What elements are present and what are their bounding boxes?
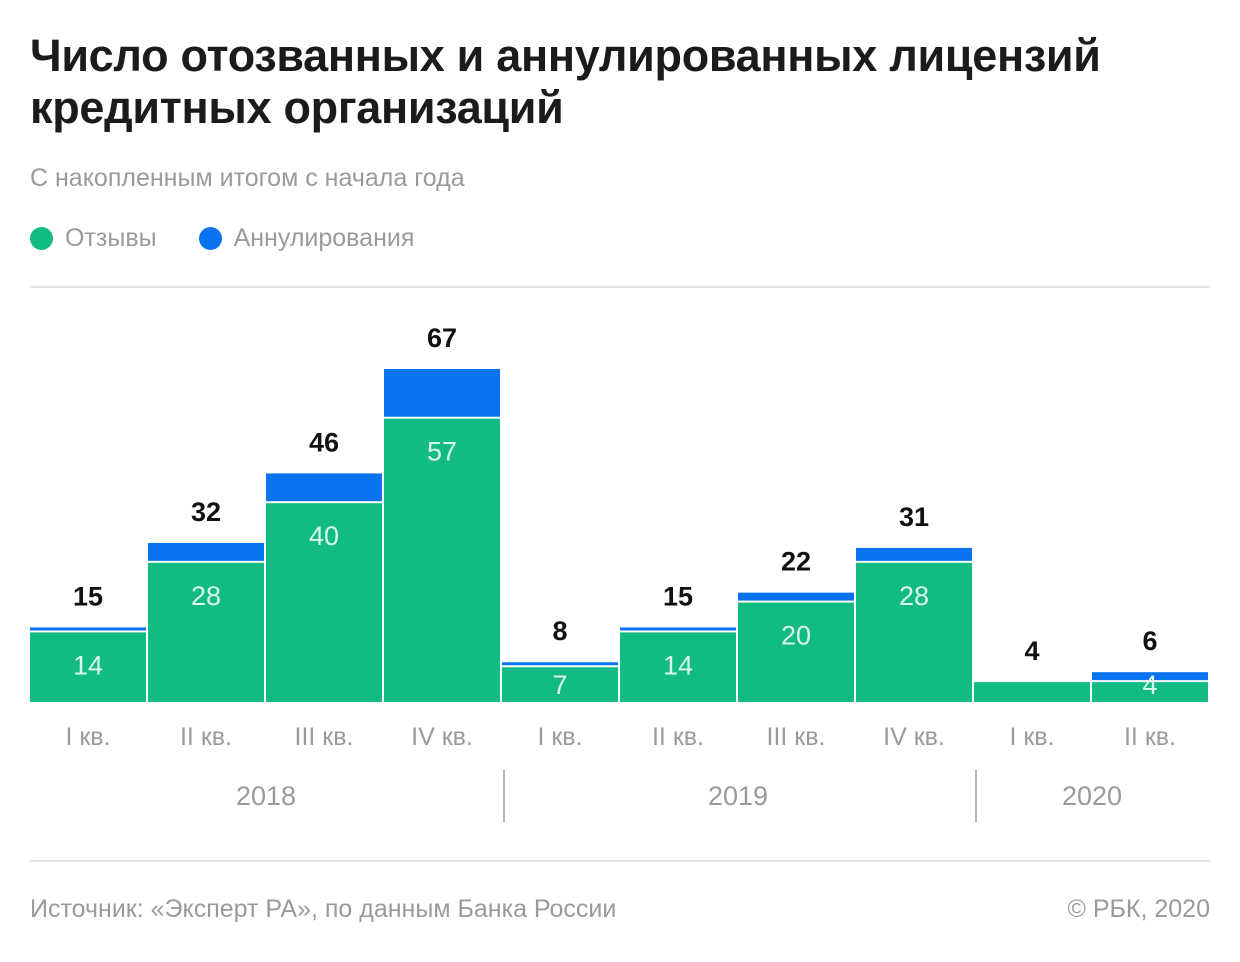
bar-segment-annulments bbox=[148, 542, 264, 561]
bottom-divider bbox=[30, 860, 1210, 862]
bar-total-label: 46 bbox=[309, 427, 339, 457]
bar-segment-revocations bbox=[1092, 682, 1208, 702]
bar-segment-revocations bbox=[384, 418, 500, 702]
bar-inner-value-label: 7 bbox=[552, 670, 567, 700]
x-tick-label: IV кв. bbox=[883, 723, 945, 751]
bar-segment-revocations bbox=[620, 632, 736, 702]
bar-segment-annulments bbox=[502, 662, 618, 666]
bar-total-label: 67 bbox=[427, 323, 457, 353]
bar-segment-revocations bbox=[30, 632, 146, 702]
bar-segment-revocations bbox=[856, 562, 972, 702]
bar-total-label: 22 bbox=[781, 547, 811, 577]
bar-total-label: 32 bbox=[191, 497, 221, 527]
bar-inner-value-label: 20 bbox=[781, 621, 811, 651]
bar-segment-revocations bbox=[266, 503, 382, 702]
bar-total-label: 8 bbox=[552, 616, 567, 646]
copyright: © РБК, 2020 bbox=[1067, 895, 1210, 923]
bar-segment-annulments bbox=[266, 473, 382, 502]
bar-inner-value-label: 4 bbox=[1142, 670, 1157, 700]
source-note: Источник: «Эксперт РА», по данным Банка … bbox=[30, 895, 617, 923]
x-tick-label: III кв. bbox=[295, 723, 354, 751]
legend-item-annulments: Аннулирования bbox=[198, 224, 415, 253]
bar-segment-revocations bbox=[502, 667, 618, 702]
x-tick-label: I кв. bbox=[537, 723, 582, 751]
x-tick-label: I кв. bbox=[65, 723, 110, 751]
bar-segment-revocations bbox=[148, 562, 264, 702]
x-tick-label: II кв. bbox=[652, 723, 704, 751]
year-group-label: 2020 bbox=[1062, 781, 1122, 811]
bar-inner-value-label: 14 bbox=[73, 650, 103, 680]
bar-total-label: 31 bbox=[899, 502, 929, 532]
bar-total-label: 15 bbox=[663, 581, 693, 611]
chart-title: Число отозванных и аннулированных лиценз… bbox=[30, 30, 1101, 133]
legend-dot-annulments-icon bbox=[198, 227, 222, 250]
bar-segment-revocations bbox=[974, 682, 1090, 702]
legend-label-revocations: Отзывы bbox=[65, 224, 157, 252]
bar-segment-revocations bbox=[738, 602, 854, 702]
bar-inner-value-label: 57 bbox=[427, 437, 457, 467]
bar-total-label: 15 bbox=[73, 581, 103, 611]
x-tick-label: II кв. bbox=[1124, 723, 1176, 751]
bar-inner-value-label: 28 bbox=[191, 581, 221, 611]
top-divider bbox=[30, 286, 1210, 288]
year-group-label: 2018 bbox=[236, 781, 296, 811]
bar-segment-annulments bbox=[384, 369, 500, 417]
x-tick-label: II кв. bbox=[180, 723, 232, 751]
x-tick-label: IV кв. bbox=[411, 723, 473, 751]
bar-total-label: 6 bbox=[1142, 626, 1157, 656]
legend-label-annulments: Аннулирования bbox=[233, 224, 415, 252]
bar-inner-value-label: 40 bbox=[309, 521, 339, 551]
legend-item-revocations: Отзывы bbox=[30, 224, 157, 253]
bar-inner-value-label: 14 bbox=[663, 650, 693, 680]
bar-total-label: 4 bbox=[1024, 636, 1039, 666]
chart-subtitle: С накопленным итогом с начала года bbox=[30, 164, 465, 192]
bar-segment-annulments bbox=[30, 627, 146, 631]
x-tick-label: I кв. bbox=[1009, 723, 1054, 751]
bar-segment-annulments bbox=[856, 547, 972, 561]
x-tick-label: III кв. bbox=[767, 723, 826, 751]
bar-segment-annulments bbox=[620, 627, 736, 631]
legend: Отзывы Аннулирования bbox=[30, 224, 456, 253]
legend-dot-revocations-icon bbox=[30, 227, 53, 250]
bar-inner-value-label: 28 bbox=[899, 581, 929, 611]
bar-segment-annulments bbox=[738, 592, 854, 601]
year-group-label: 2019 bbox=[708, 781, 768, 811]
bar-segment-annulments bbox=[1092, 672, 1208, 681]
